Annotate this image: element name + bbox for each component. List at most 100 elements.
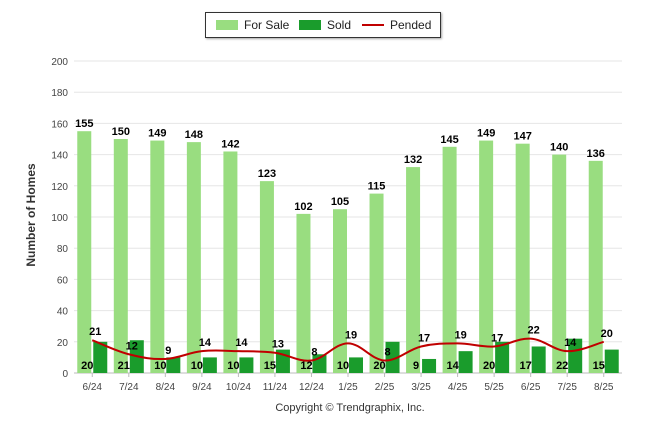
data-label-pended: 19 (345, 329, 357, 341)
data-label-pended: 14 (199, 337, 212, 349)
x-tick-label: 1/25 (338, 382, 358, 393)
data-label-sold: 17 (520, 360, 532, 372)
bar-for-sale (552, 154, 567, 373)
bar-sold (202, 357, 217, 373)
y-tick-label: 80 (57, 244, 69, 255)
y-tick-label: 180 (51, 88, 68, 99)
bar-sold (604, 349, 619, 373)
data-label-for-sale: 155 (75, 118, 93, 130)
bar-sold (495, 341, 510, 373)
bar-sold (568, 338, 583, 373)
legend-label-sold: Sold (327, 18, 352, 32)
data-label-for-sale: 105 (331, 196, 349, 208)
y-tick-label: 160 (51, 119, 68, 130)
x-tick-label: 4/25 (448, 382, 468, 393)
bar-for-sale (442, 146, 457, 373)
legend: For Sale Sold Pended (205, 12, 441, 38)
data-label-pended: 17 (418, 332, 430, 344)
data-label-for-sale: 145 (440, 134, 458, 146)
x-tick-label: 12/24 (299, 382, 324, 393)
data-label-sold: 10 (337, 360, 349, 372)
data-label-sold: 14 (446, 360, 459, 372)
bar-for-sale (113, 139, 128, 373)
x-tick-label: 6/24 (83, 382, 103, 393)
bar-sold (531, 346, 546, 373)
bar-sold (239, 357, 254, 373)
data-label-for-sale: 140 (550, 142, 568, 154)
data-label-pended: 9 (165, 345, 171, 357)
bar-for-sale (333, 209, 347, 373)
data-label-pended: 19 (454, 329, 466, 341)
y-tick-label: 100 (51, 213, 68, 224)
y-tick-label: 140 (51, 151, 68, 162)
y-axis-label: Number of Homes (24, 163, 38, 267)
data-label-sold: 15 (593, 360, 605, 372)
data-label-pended: 20 (601, 328, 613, 340)
data-label-pended: 14 (564, 337, 577, 349)
data-label-pended: 14 (235, 337, 248, 349)
data-label-sold: 10 (191, 360, 203, 372)
data-label-sold: 20 (373, 360, 385, 372)
x-tick-label: 10/24 (226, 382, 251, 393)
legend-swatch-pended (362, 23, 384, 26)
x-tick-label: 6/25 (521, 382, 541, 393)
x-tick-label: 5/25 (484, 382, 504, 393)
data-label-for-sale: 136 (587, 148, 605, 160)
x-tick-label: 9/24 (192, 382, 212, 393)
x-tick-label: 3/25 (411, 382, 431, 393)
data-label-for-sale: 123 (258, 168, 276, 180)
data-label-for-sale: 150 (112, 126, 130, 138)
data-label-pended: 22 (528, 325, 540, 337)
bar-for-sale (259, 181, 274, 373)
legend-swatch-sold (299, 19, 321, 30)
legend-item-for-sale[interactable]: For Sale (216, 18, 289, 32)
bar-for-sale (479, 140, 494, 373)
data-label-sold: 22 (556, 360, 568, 372)
data-label-for-sale: 147 (513, 131, 531, 143)
y-tick-label: 120 (51, 182, 68, 193)
y-tick-label: 60 (57, 275, 69, 286)
bar-for-sale (186, 142, 201, 373)
data-label-for-sale: 102 (294, 201, 312, 213)
y-tick-label: 40 (57, 307, 69, 318)
bar-sold (93, 341, 108, 373)
data-label-pended: 8 (384, 347, 390, 359)
legend-label-pended: Pended (390, 18, 432, 32)
bar-for-sale (406, 167, 421, 373)
data-label-sold: 10 (227, 360, 239, 372)
x-tick-label: 2/25 (375, 382, 395, 393)
data-label-sold: 20 (483, 360, 495, 372)
data-label-sold: 15 (264, 360, 276, 372)
legend-label-for-sale: For Sale (244, 18, 290, 32)
y-tick-label: 0 (62, 369, 68, 380)
data-label-sold: 20 (81, 360, 93, 372)
bar-for-sale (223, 151, 238, 373)
data-label-pended: 13 (272, 339, 284, 351)
data-label-pended: 8 (311, 347, 317, 359)
x-tick-label: 11/24 (263, 382, 288, 393)
x-tick-label: 8/25 (594, 382, 614, 393)
bar-for-sale (515, 143, 530, 373)
bar-for-sale (296, 213, 311, 373)
x-tick-label: 7/25 (557, 382, 577, 393)
legend-item-pended[interactable]: Pended (362, 18, 431, 32)
data-label-pended: 17 (491, 332, 503, 344)
data-label-for-sale: 115 (368, 181, 386, 193)
bar-for-sale (77, 131, 92, 373)
data-label-for-sale: 142 (221, 138, 239, 150)
y-tick-label: 20 (57, 338, 69, 349)
data-label-pended: 21 (89, 326, 101, 338)
data-label-for-sale: 132 (404, 154, 422, 166)
data-label-for-sale: 149 (148, 128, 166, 140)
bar-for-sale (150, 140, 165, 373)
bar-sold (166, 357, 181, 373)
legend-item-sold[interactable]: Sold (299, 18, 351, 32)
data-label-for-sale: 148 (185, 129, 203, 141)
copyright: Copyright © Trendgraphix, Inc. (275, 402, 425, 414)
y-tick-label: 200 (51, 57, 68, 68)
line-pended (91, 337, 605, 362)
bar-for-sale (369, 193, 384, 373)
data-label-sold: 21 (118, 360, 130, 372)
data-label-for-sale: 149 (477, 128, 495, 140)
